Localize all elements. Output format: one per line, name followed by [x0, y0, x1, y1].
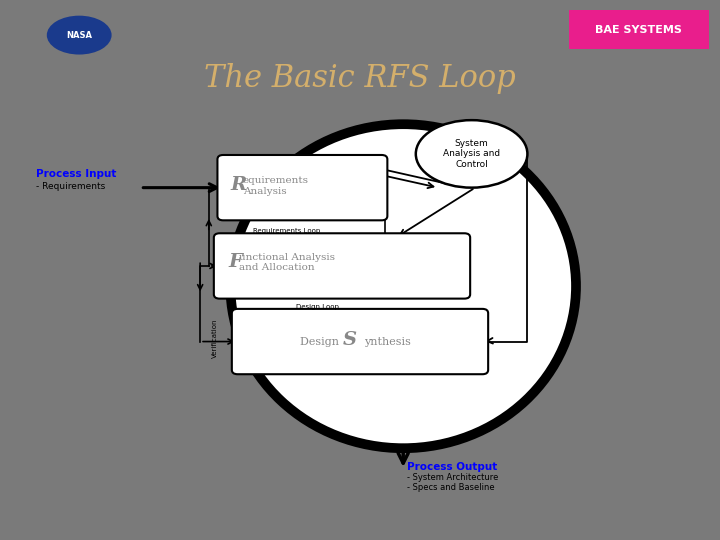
Text: - Requirements: - Requirements — [36, 181, 105, 191]
Ellipse shape — [415, 120, 527, 188]
Text: Process Input: Process Input — [36, 169, 117, 179]
Text: Design: Design — [300, 336, 342, 347]
Text: S: S — [343, 331, 357, 349]
Text: unctional Analysis
and Allocation: unctional Analysis and Allocation — [239, 253, 335, 272]
Text: Verification: Verification — [212, 319, 217, 359]
Text: F: F — [228, 253, 243, 271]
FancyBboxPatch shape — [569, 10, 709, 49]
Text: - Specs and Baseline: - Specs and Baseline — [407, 483, 495, 492]
Ellipse shape — [230, 124, 576, 448]
Text: Process Output: Process Output — [407, 462, 497, 472]
Ellipse shape — [47, 16, 112, 55]
FancyBboxPatch shape — [232, 309, 488, 374]
Text: The Basic RFS Loop: The Basic RFS Loop — [204, 63, 516, 94]
FancyBboxPatch shape — [217, 155, 387, 220]
Text: equirements
Analysis: equirements Analysis — [243, 177, 309, 195]
Text: BAE SYSTEMS: BAE SYSTEMS — [595, 25, 682, 35]
Text: ynthesis: ynthesis — [364, 336, 410, 347]
Text: - System Architecture: - System Architecture — [407, 474, 498, 482]
Text: System
Analysis and
Control: System Analysis and Control — [443, 139, 500, 169]
Text: Requirements Loop: Requirements Loop — [253, 228, 320, 234]
FancyBboxPatch shape — [214, 233, 470, 299]
Text: Design Loop: Design Loop — [296, 304, 339, 310]
Text: R: R — [231, 176, 247, 194]
Text: NASA: NASA — [66, 31, 92, 39]
